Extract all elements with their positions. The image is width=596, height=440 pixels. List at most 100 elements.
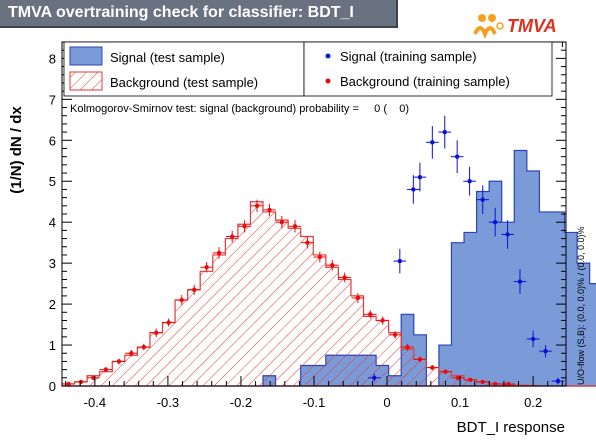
legend-marker-background-training [325,78,331,84]
background-training-point-20 [313,251,327,263]
signal-training-point-8 [476,185,490,214]
background-training-point-marker [380,318,385,323]
signal-training-point-3 [413,162,427,192]
signal-training-point-13 [539,345,552,358]
background-training-point-23 [351,293,365,303]
x-tick-label: -0.4 [84,395,106,410]
background-training-point-marker [405,344,410,350]
background-training-point-marker [443,369,448,374]
signal-training-point-4 [426,125,439,159]
background-training-point-marker [116,359,122,364]
background-training-point-marker [417,357,423,362]
background-training-point-marker [492,381,498,387]
background-training-point-6 [137,343,151,351]
background-training-point-marker [430,365,435,370]
background-training-point-marker [330,262,335,268]
background-training-point-marker [78,379,84,385]
background-training-point-25 [376,316,389,325]
background-training-point-marker [317,254,323,260]
signal-training-point-marker [417,174,423,180]
background-training-point-marker [179,297,184,303]
background-training-point-8 [162,318,175,327]
legend-label-background-test: Background (test sample) [110,75,258,90]
background-training-point-34 [488,381,502,387]
y-tick-label: 0 [49,379,56,394]
y-tick-label: 8 [49,51,56,66]
background-training-point-12 [212,247,226,259]
background-training-point-marker [254,203,260,209]
background-training-point-15 [250,199,264,212]
background-training-point-marker [292,224,298,229]
y-tick-label: 4 [49,215,56,230]
tmva-logo-text: TMVA [507,16,557,36]
signal-training-point-marker [543,348,548,354]
legend-swatch-background-test [69,71,103,91]
background-training-point-marker [392,332,398,338]
y-tick-label: 6 [49,133,56,148]
x-tick-label: -0.2 [230,395,252,410]
background-training-point-16 [263,203,276,217]
background-training-point-marker [216,250,222,256]
signal-training-point-9 [488,207,502,237]
legend-box: Signal (test sample) Background (test sa… [63,41,553,97]
y-tick-label: 1 [49,338,56,353]
background-training-point-18 [288,220,302,233]
x-axis-label: BDT_I response [457,419,565,436]
legend-label-signal-test: Signal (test sample) [110,50,225,65]
background-training-point-marker [468,377,473,383]
signal-training-point-marker [454,154,460,159]
background-training-point-marker [129,351,134,356]
background-training-point-marker [154,330,159,335]
signal-training-point-7 [463,166,476,196]
background-training-point-marker [141,344,147,350]
background-training-point-marker [368,312,373,317]
signal-training-point-marker [530,336,536,342]
background-training-point-marker [279,219,285,225]
x-tick-label: 0.1 [451,395,469,410]
background-training-point-marker [355,295,361,301]
legend-box-left [63,41,305,97]
signal-training-point-marker [397,258,403,264]
background-training-point-9 [175,295,189,305]
background-training-point-marker [480,379,485,385]
background-training-point-10 [187,284,201,295]
signal-training-point-marker [430,140,435,145]
signal-training-point-14 [551,377,565,385]
background-training-point-marker [455,375,461,381]
background-training-point-marker [66,381,71,387]
signal-training-point-1 [393,248,407,274]
y-tick-label: 2 [49,297,56,312]
signal-training-point-marker [467,179,472,184]
background-training-point-4 [112,358,126,365]
title-bar: TMVA overtraining check for classifier: … [0,0,398,28]
background-training-point-marker [506,381,511,387]
background-training-point-24 [363,310,377,319]
signal-training-point-marker [480,197,485,202]
background-training-point-33 [476,379,490,385]
background-training-point-28 [413,356,427,363]
y-tick-label: 7 [49,92,56,107]
y-tick-label: 5 [49,174,56,189]
signal-training-point-marker [411,187,416,192]
signal-training-point-5 [438,115,452,149]
background-training-point-marker [242,224,247,229]
background-training-point-31 [451,375,465,381]
background-training-point-27 [401,343,414,351]
signal-training-point-marker [505,232,510,237]
background-training-point-marker [166,320,171,325]
signal-training-point-2 [407,175,420,204]
background-training-point-marker [267,207,272,213]
background-training-point-14 [238,220,251,233]
background-training-point-11 [200,261,213,273]
signal-training-point-11 [513,269,527,294]
signal-training-point-marker [517,279,523,284]
background-training-point-17 [275,216,289,229]
background-training-point-29 [426,365,439,371]
signal-training-point-12 [526,330,540,348]
ks-test-text: Kolmogorov-Smirnov test: signal (backgro… [70,103,409,115]
background-training-point-19 [301,236,314,249]
signal-training-point-6 [450,140,464,174]
background-training-point-0 [62,381,75,387]
y-tick-label: 3 [49,256,56,271]
